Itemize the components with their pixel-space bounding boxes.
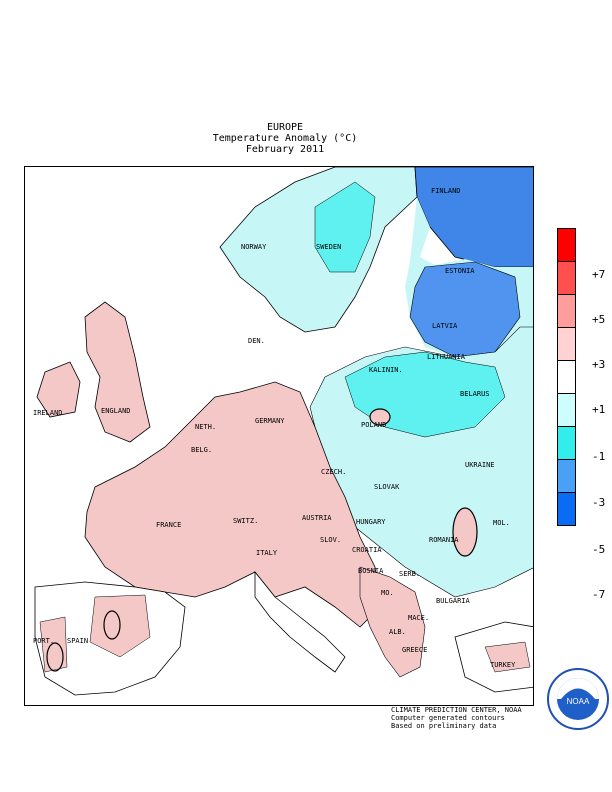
label-latvia: LATVIA xyxy=(432,322,458,330)
label-poland: POLAND xyxy=(361,421,387,429)
label-macedonia: MACE. xyxy=(408,614,430,622)
map-region-title: EUROPE xyxy=(266,122,304,133)
portugal-contour xyxy=(46,642,64,672)
label-romania: ROMANIA xyxy=(429,536,459,544)
anomaly-map: FINLAND NORWAY SWEDEN ESTONIA LATVIA DEN… xyxy=(24,166,534,706)
label-hungary: HUNGARY xyxy=(356,518,386,526)
poland-contour xyxy=(369,408,391,426)
label-montenegro: MO. xyxy=(381,589,394,597)
noaa-logo-graphic: NOAA xyxy=(547,668,609,730)
label-turkey: TURKEY xyxy=(490,661,516,669)
label-ireland: IRELAND xyxy=(33,409,63,417)
credit-block: CLIMATE PREDICTION CENTER, NOAA Computer… xyxy=(391,706,522,730)
turkey-warm-patch xyxy=(484,641,531,673)
spain-contour xyxy=(103,610,121,640)
map-variable-title: Temperature Anomaly (°C) xyxy=(212,133,358,144)
legend-tick: +3 xyxy=(592,358,606,371)
label-bulgaria: BULGARIA xyxy=(436,597,470,605)
ireland-warm-region xyxy=(36,361,81,418)
label-belgium: BELG. xyxy=(191,446,213,454)
label-slovenia: SLOV. xyxy=(320,536,342,544)
label-germany: GERMANY xyxy=(255,417,285,425)
label-slovakia: SLOVAK xyxy=(374,483,400,491)
label-denmark: DEN. xyxy=(248,337,265,345)
label-belarus: BELARUS xyxy=(460,390,490,398)
legend-tick: -3 xyxy=(592,496,606,509)
legend-tick: -5 xyxy=(592,543,606,556)
label-italy: ITALY xyxy=(256,549,278,557)
italy-land xyxy=(254,570,346,673)
legend-swatch xyxy=(557,492,576,526)
label-netherlands: NETH. xyxy=(195,423,217,431)
label-albania: ALB. xyxy=(389,628,406,636)
label-france: FRANCE xyxy=(156,521,182,529)
legend-tick: -7 xyxy=(592,588,606,601)
legend-swatch xyxy=(557,327,576,361)
legend-swatch xyxy=(557,459,576,493)
label-ukraine: UKRAINE xyxy=(465,461,495,469)
credit-line: Based on preliminary data xyxy=(391,722,497,730)
label-bosnia: BOSNIA xyxy=(358,567,384,575)
label-sweden: SWEDEN xyxy=(316,243,342,251)
legend-swatch xyxy=(557,426,576,460)
label-norway: NORWAY xyxy=(241,243,267,251)
color-legend xyxy=(557,228,576,526)
credit-line: CLIMATE PREDICTION CENTER, NOAA xyxy=(391,706,522,714)
noaa-logo: NOAA xyxy=(547,668,609,734)
legend-tick: -1 xyxy=(592,450,606,463)
label-switzerland: SWITZ. xyxy=(233,517,259,525)
map-canvas xyxy=(25,167,533,705)
label-spain: SPAIN xyxy=(67,637,89,645)
label-portugal: PORT. xyxy=(33,637,55,645)
legend-swatch xyxy=(557,393,576,427)
label-austria: AUSTRIA xyxy=(302,514,332,522)
credit-line: Computer generated contours xyxy=(391,714,505,722)
legend-tick: +1 xyxy=(592,403,606,416)
label-greece: GREECE xyxy=(402,646,428,654)
legend-tick: +7 xyxy=(592,268,606,281)
label-estonia: ESTONIA xyxy=(445,267,475,275)
label-england: ENGLAND xyxy=(101,407,131,415)
label-kaliningrad: KALININ. xyxy=(369,366,403,374)
noaa-logo-text: NOAA xyxy=(567,697,590,706)
map-title-block: EUROPE Temperature Anomaly (°C) February… xyxy=(150,122,420,155)
map-period-title: February 2011 xyxy=(245,144,325,155)
legend-swatch xyxy=(557,228,576,262)
label-czech: CZECH. xyxy=(321,468,347,476)
uk-warm-region xyxy=(84,301,151,443)
legend-swatch xyxy=(557,261,576,295)
label-lithuania: LITHUANIA xyxy=(427,353,465,361)
legend-tick: +5 xyxy=(592,313,606,326)
label-moldova: MOL. xyxy=(493,519,510,527)
balkans-warm-region xyxy=(359,566,426,678)
sweden-cool-core xyxy=(314,181,376,273)
legend-swatch xyxy=(557,360,576,394)
legend-swatch xyxy=(557,294,576,328)
label-croatia: CROATIA xyxy=(352,546,382,554)
romania-contour xyxy=(452,507,478,557)
label-serbia: SERB. xyxy=(399,570,421,578)
label-finland: FINLAND xyxy=(431,187,461,195)
